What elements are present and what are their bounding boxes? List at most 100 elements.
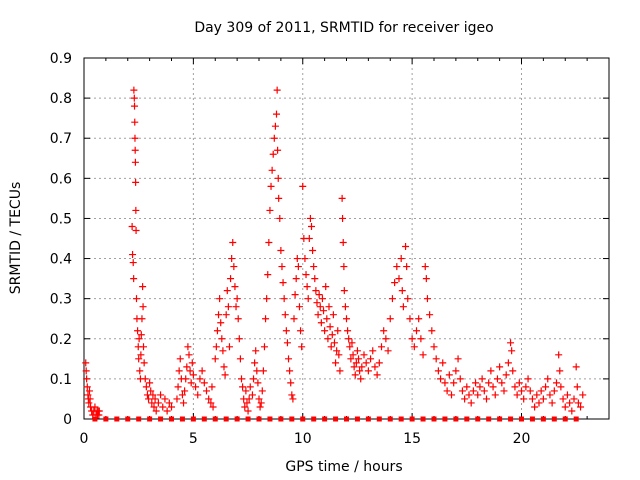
data-point — [441, 379, 449, 387]
data-point — [430, 343, 438, 351]
data-point-square — [475, 416, 481, 422]
data-point — [566, 399, 574, 407]
data-point — [327, 343, 335, 351]
data-point — [356, 367, 364, 375]
data-point — [487, 367, 495, 375]
data-point — [391, 279, 399, 287]
data-point — [452, 367, 460, 375]
data-point — [255, 395, 263, 403]
data-point — [267, 182, 275, 190]
data-point — [135, 355, 143, 363]
data-point — [254, 379, 262, 387]
data-point — [348, 339, 356, 347]
x-tick-label: 5 — [189, 431, 198, 447]
data-point — [328, 331, 336, 339]
data-point — [550, 387, 558, 395]
data-point — [350, 363, 358, 371]
data-point — [184, 343, 192, 351]
data-point-square — [136, 416, 142, 422]
data-point — [283, 339, 291, 347]
data-point — [339, 239, 347, 247]
data-point — [286, 367, 294, 375]
data-point — [500, 387, 508, 395]
data-point — [131, 118, 139, 126]
data-point — [271, 122, 279, 130]
data-point — [264, 271, 272, 279]
data-point — [491, 391, 499, 399]
data-point — [274, 146, 282, 154]
data-point — [291, 291, 299, 299]
data-point — [233, 295, 241, 303]
data-point — [178, 391, 186, 399]
data-point — [186, 367, 194, 375]
data-point — [223, 287, 231, 295]
data-point — [352, 359, 360, 367]
data-point — [130, 275, 138, 283]
data-point — [230, 263, 238, 271]
data-point — [221, 371, 229, 379]
data-point — [139, 283, 147, 291]
data-point — [398, 287, 406, 295]
data-point — [323, 315, 331, 323]
data-point — [252, 347, 260, 355]
data-point — [151, 395, 159, 403]
chart-title: Day 309 of 2011, SRMTID for receiver ige… — [194, 20, 493, 36]
data-point — [437, 375, 445, 383]
data-point — [250, 375, 258, 383]
data-point — [439, 359, 447, 367]
data-point — [314, 311, 322, 319]
data-point-square — [92, 416, 98, 422]
data-point — [406, 315, 414, 323]
data-point — [461, 395, 469, 403]
data-point — [236, 355, 244, 363]
data-point-square — [354, 416, 360, 422]
data-point — [358, 363, 366, 371]
data-point — [321, 327, 329, 335]
data-point — [225, 343, 233, 351]
data-point — [535, 399, 543, 407]
data-point — [301, 255, 309, 263]
data-point — [246, 383, 254, 391]
x-tick-label: 10 — [294, 431, 312, 447]
data-point — [305, 235, 313, 242]
data-point — [360, 351, 368, 359]
data-point — [140, 359, 148, 367]
data-point — [320, 307, 328, 315]
data-point-square — [551, 416, 557, 422]
data-point — [531, 403, 539, 411]
data-point-square — [289, 416, 295, 422]
data-point — [402, 243, 410, 251]
data-point — [295, 303, 303, 311]
data-point — [260, 343, 268, 351]
data-point — [273, 86, 281, 94]
data-point — [338, 194, 346, 202]
data-point — [154, 399, 162, 407]
data-point — [415, 315, 423, 323]
data-point — [421, 263, 429, 271]
data-point — [502, 371, 510, 379]
data-point — [234, 315, 242, 323]
data-point — [200, 379, 208, 387]
data-point — [288, 391, 296, 399]
data-point — [310, 263, 318, 271]
data-point — [480, 387, 488, 395]
data-point-square — [464, 416, 470, 422]
data-point — [133, 295, 140, 303]
data-point — [493, 375, 501, 383]
data-point — [467, 399, 475, 407]
x-axis-label: GPS time / hours — [285, 459, 402, 475]
data-point — [309, 247, 317, 255]
data-point — [397, 255, 405, 263]
data-point — [504, 359, 512, 367]
data-point — [150, 403, 158, 411]
data-point — [463, 383, 471, 391]
data-point — [132, 226, 140, 234]
data-point — [563, 391, 571, 399]
data-point — [211, 355, 219, 363]
data-point — [212, 343, 220, 351]
data-point — [157, 391, 165, 399]
data-point — [188, 359, 196, 367]
data-point-square — [179, 416, 185, 422]
data-point-square — [212, 416, 218, 422]
